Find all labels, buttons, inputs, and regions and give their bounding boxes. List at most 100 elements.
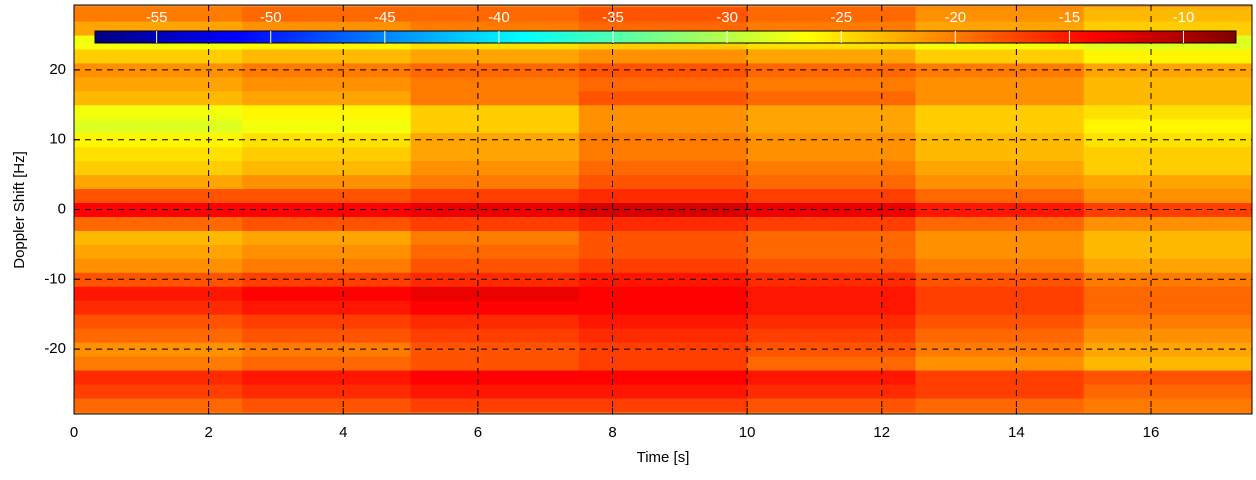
heatmap-cell [915,258,1085,273]
heatmap-cell [74,342,243,357]
heatmap-cell [578,48,748,64]
y-tick-label: -20 [44,340,66,357]
heatmap-cell [1083,258,1253,273]
heatmap-cell [410,230,580,245]
heatmap-cell [74,118,243,134]
heatmap-cell [578,230,748,245]
heatmap-cell [915,300,1085,315]
heatmap-cell [1083,230,1253,245]
heatmap-cell [915,174,1085,190]
heatmap-cell [578,356,748,371]
heatmap-cell [1083,244,1253,259]
heatmap-cell [74,230,243,245]
heatmap-cell [915,356,1085,371]
heatmap-cell [74,174,243,190]
heatmap-cell [747,188,916,204]
heatmap-cell [74,216,243,231]
heatmap-cell [1083,370,1253,385]
heatmap-cell [747,160,916,176]
heatmap-cell [410,258,580,273]
colorbar-tick-label: -45 [374,9,396,26]
heatmap-cell [915,383,1085,399]
heatmap-cell [578,160,748,176]
heatmap-cell [242,314,412,329]
heatmap-cell [410,356,580,371]
heatmap-cell [410,160,580,176]
heatmap-cell [578,118,748,134]
x-tick-label: 10 [739,424,756,441]
y-tick-label: -10 [44,270,66,287]
heatmap-cell [242,160,412,176]
heatmap-cell [410,397,580,413]
colorbar-tick-label: -20 [944,9,966,26]
x-tick-label: 0 [70,424,78,441]
heatmap-cell [578,272,748,287]
heatmap-cell [578,146,748,162]
heatmap-cell [242,230,412,245]
y-tick-label: 10 [49,131,66,148]
heatmap-cell [747,342,916,357]
x-tick-label: 6 [474,424,482,441]
heatmap-cell [1083,300,1253,315]
heatmap-cell [578,174,748,190]
heatmap-cell [578,314,748,329]
heatmap-cell [747,286,916,301]
heatmap-cell [747,90,916,106]
y-tick-label: 20 [49,61,66,78]
heatmap-cell [242,104,412,120]
colorbar-tick-label: -25 [830,9,852,26]
heatmap-cell [410,300,580,315]
heatmap-cell [242,370,412,385]
heatmap-cell [578,300,748,315]
x-tick-label: 8 [608,424,616,441]
heatmap-cell [410,286,580,301]
y-tick-label: 0 [58,200,66,217]
heatmap-cell [74,132,243,148]
heatmap-cell [242,272,412,287]
heatmap-cell [747,62,916,78]
colorbar-tick-label: -35 [602,9,624,26]
heatmap-cell [74,7,243,22]
heatmap-cell [578,258,748,273]
heatmap-cell [74,286,243,301]
heatmap-cell [1083,7,1253,22]
heatmap-cell [242,48,412,64]
heatmap-cell [578,383,748,399]
heatmap-cell [74,188,243,204]
heatmap-cell [578,90,748,106]
heatmap-cell [915,160,1085,176]
heatmap-cell [747,328,916,343]
heatmap-cell [747,230,916,245]
heatmap-cell [578,342,748,357]
heatmap-cell [242,76,412,92]
heatmap-cell [74,272,243,287]
colorbar [94,30,1237,44]
heatmap-cell [747,272,916,287]
heatmap-cell [74,76,243,92]
heatmap-cell [74,146,243,162]
heatmap-cell [747,132,916,148]
heatmap-cell [242,7,412,22]
heatmap-cell [915,118,1085,134]
colorbar-tick-label: -40 [488,9,510,26]
heatmap-cell [242,90,412,106]
heatmap-cell [1083,397,1253,413]
heatmap-cell [578,7,748,22]
heatmap-cell [915,146,1085,162]
heatmap-cell [74,48,243,64]
heatmap-cell [915,397,1085,413]
heatmap-cell [1083,48,1253,64]
heatmap-cell [915,104,1085,120]
heatmap-cell [242,328,412,343]
heatmap-cell [410,104,580,120]
heatmap-cell [74,244,243,259]
heatmap-cell [915,230,1085,245]
heatmap-cell [410,216,580,231]
heatmap-cell [242,146,412,162]
heatmap-cell [74,328,243,343]
heatmap-cell [1083,216,1253,231]
heatmap-cell [915,76,1085,92]
heatmap-cell [915,286,1085,301]
heatmap-cell [1083,286,1253,301]
